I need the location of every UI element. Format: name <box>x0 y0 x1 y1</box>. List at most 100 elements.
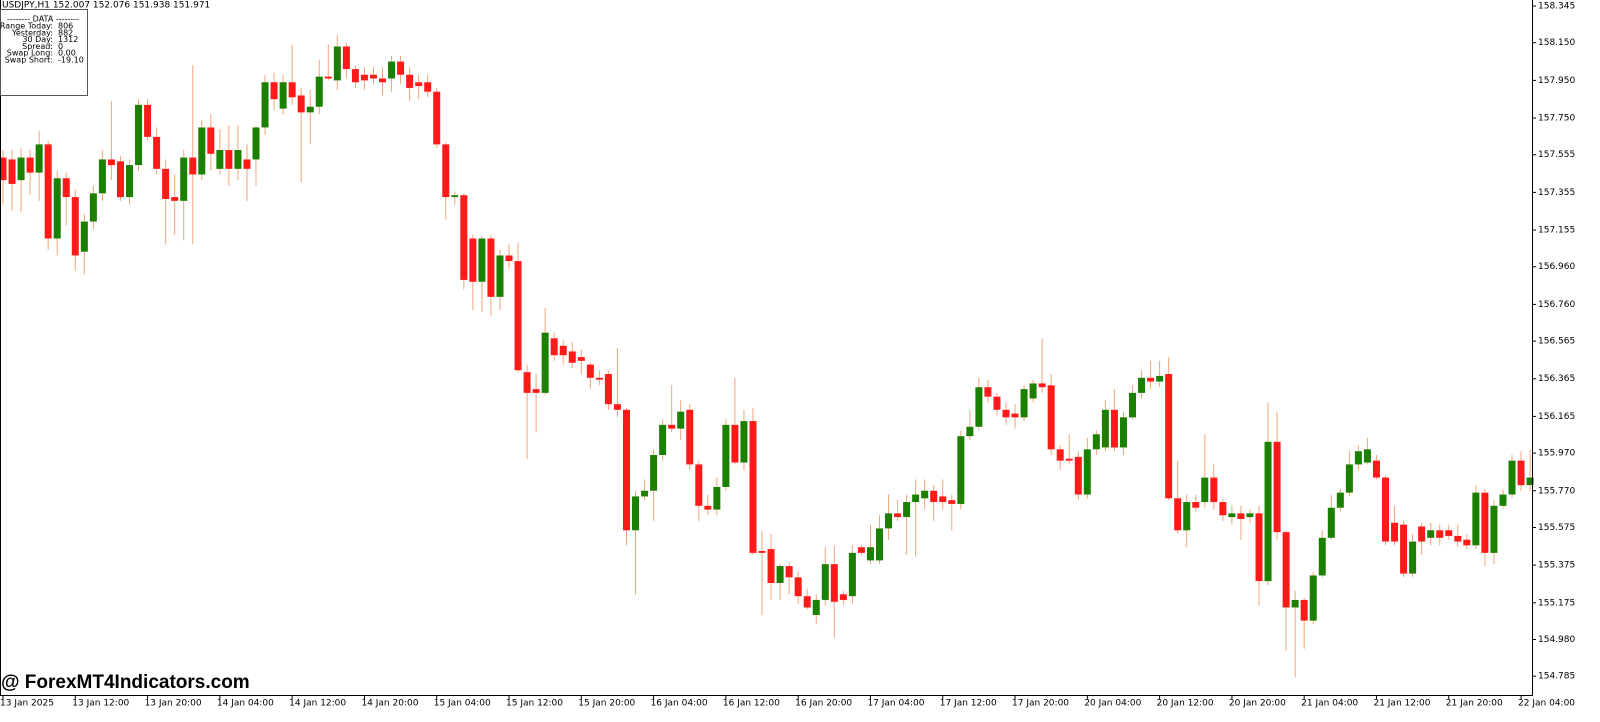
y-tick-label: 157.750 <box>1538 114 1575 124</box>
candle-body <box>1282 532 1290 608</box>
candle-body <box>1119 417 1127 448</box>
candle-body <box>153 136 161 169</box>
candle-body <box>180 157 188 201</box>
candle-body <box>342 46 350 70</box>
candle-body <box>1400 524 1408 574</box>
candle-body <box>1363 449 1371 463</box>
panel-value: 0.00 <box>58 49 76 58</box>
candle-body <box>35 144 43 173</box>
candle-body <box>966 426 974 437</box>
symbol-header: USDJPY,H1 152.007 152.076 151.938 151.97… <box>2 1 210 11</box>
candle-body <box>713 486 721 510</box>
candle-body <box>243 159 251 169</box>
candle-body <box>541 332 549 393</box>
candle-body <box>406 74 414 88</box>
candle-body <box>1264 441 1272 582</box>
candle-body <box>415 82 423 87</box>
candle-body <box>885 513 893 529</box>
candle-body <box>577 357 585 361</box>
x-tick-label: 17 Jan 12:00 <box>940 699 997 709</box>
candle-body <box>514 261 522 371</box>
x-tick-label: 17 Jan 04:00 <box>867 699 924 709</box>
candle-body <box>0 157 7 181</box>
candle-body <box>135 104 143 166</box>
candle-body <box>1309 575 1317 621</box>
x-tick-label: 13 Jan 12:00 <box>72 699 129 709</box>
candle-body <box>659 424 667 455</box>
candle-body <box>1463 539 1471 546</box>
panel-value: 882 <box>58 28 73 37</box>
candle-body <box>1192 502 1200 508</box>
x-tick-label: 16 Jan 04:00 <box>651 699 708 709</box>
candle-body <box>270 82 278 100</box>
candle-body <box>1183 502 1191 531</box>
candle-body <box>921 490 929 499</box>
candle-body <box>53 178 61 239</box>
candle-body <box>1210 477 1218 503</box>
candle-body <box>1074 456 1082 495</box>
candle-body <box>1300 599 1308 621</box>
y-tick-label: 155.770 <box>1538 486 1575 496</box>
candle-body <box>80 221 88 252</box>
y-tick-label: 155.175 <box>1538 598 1575 608</box>
x-tick-label: 20 Jan 04:00 <box>1084 699 1141 709</box>
candle-body <box>848 552 856 597</box>
candle-body <box>613 404 621 410</box>
panel-value: 1312 <box>58 35 78 44</box>
panel-label: Range Today: <box>0 22 53 31</box>
data-panel-title: -------- DATA -------- <box>7 15 79 24</box>
candle-body <box>668 424 676 429</box>
candle-body <box>1327 507 1335 538</box>
candle-body <box>496 255 504 297</box>
panel-label: Swap Long: <box>7 49 53 58</box>
candle-body <box>171 197 179 201</box>
x-tick-label: 16 Jan 20:00 <box>795 699 852 709</box>
candle-body <box>1472 492 1480 546</box>
candle-body <box>1354 451 1362 465</box>
candle-body <box>288 82 296 98</box>
candle-body <box>839 594 847 600</box>
candle-body <box>731 424 739 463</box>
y-tick-label: 157.950 <box>1538 76 1575 86</box>
candle-body <box>704 505 712 510</box>
candle-body <box>948 500 956 504</box>
candle-body <box>1174 498 1182 531</box>
panel-value: 806 <box>58 22 73 31</box>
y-tick-label: 155.575 <box>1538 523 1575 533</box>
y-tick-label: 158.150 <box>1538 38 1575 48</box>
candle-body <box>126 165 134 198</box>
candle-body <box>930 490 938 503</box>
candle-body <box>812 599 820 615</box>
candle-body <box>189 157 197 175</box>
candle-body <box>984 387 992 397</box>
candle-body <box>568 351 576 363</box>
watermark: @ ForexMT4Indicators.com <box>1 672 250 693</box>
candle-body <box>532 389 540 393</box>
candle-body <box>1056 449 1064 461</box>
candle-body <box>1201 477 1209 503</box>
x-tick-label: 15 Jan 12:00 <box>506 699 563 709</box>
candle-body <box>866 547 874 561</box>
candle-body <box>523 372 531 393</box>
candle-body <box>360 74 368 81</box>
candle-body <box>1499 494 1507 506</box>
y-tick-label: 154.785 <box>1538 672 1575 682</box>
candle-body <box>505 255 513 262</box>
candle-body <box>894 513 902 518</box>
candle-body <box>1029 383 1037 399</box>
candle-body <box>1345 464 1353 493</box>
candle-body <box>1219 502 1227 516</box>
candle-body <box>1101 409 1109 448</box>
candle-body <box>1391 522 1399 542</box>
x-tick-label: 16 Jan 12:00 <box>723 699 780 709</box>
candle-body <box>1508 460 1516 495</box>
candle-body <box>740 421 748 463</box>
candle-body <box>1092 434 1100 450</box>
candle-body <box>785 566 793 578</box>
candle-body <box>1065 458 1073 461</box>
candle-body <box>550 338 558 356</box>
candle-body <box>821 564 829 600</box>
candle-body <box>26 157 34 173</box>
candle-body <box>478 238 486 282</box>
candle-body <box>1165 374 1173 499</box>
